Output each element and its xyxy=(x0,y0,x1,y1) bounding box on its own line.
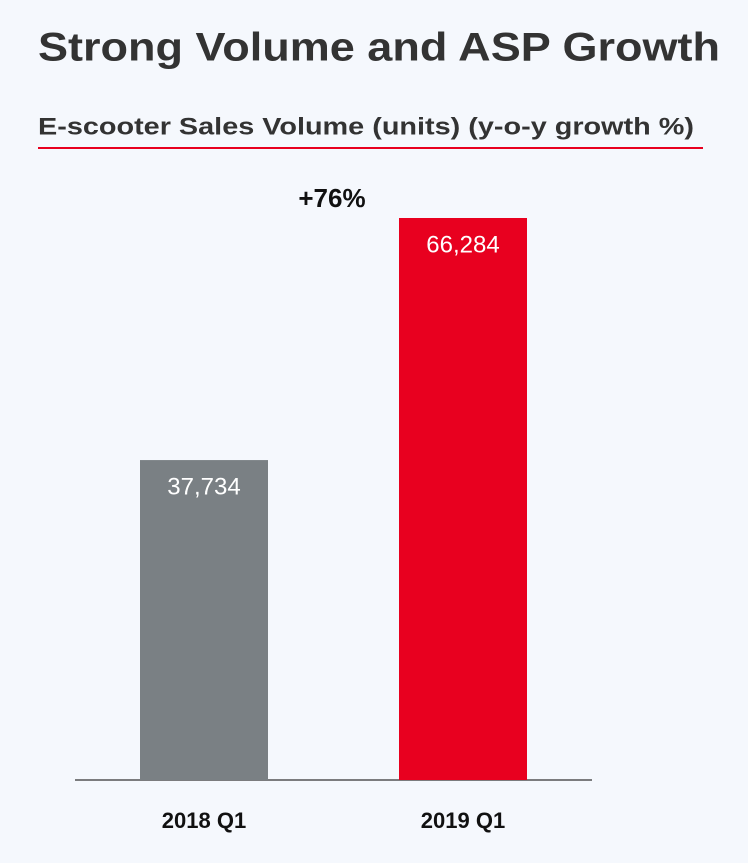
x-tick-label: 2018 Q1 xyxy=(162,808,246,833)
value-label: 66,284 xyxy=(426,231,499,258)
growth-annotation: +76% xyxy=(298,183,365,213)
chart-title: Strong Volume and ASP Growth xyxy=(38,26,720,70)
chart-subtitle: E-scooter Sales Volume (units) (y-o-y gr… xyxy=(38,113,694,140)
x-tick-label: 2019 Q1 xyxy=(421,808,505,833)
bar xyxy=(399,218,527,780)
value-label: 37,734 xyxy=(167,473,240,500)
bar xyxy=(140,460,268,780)
